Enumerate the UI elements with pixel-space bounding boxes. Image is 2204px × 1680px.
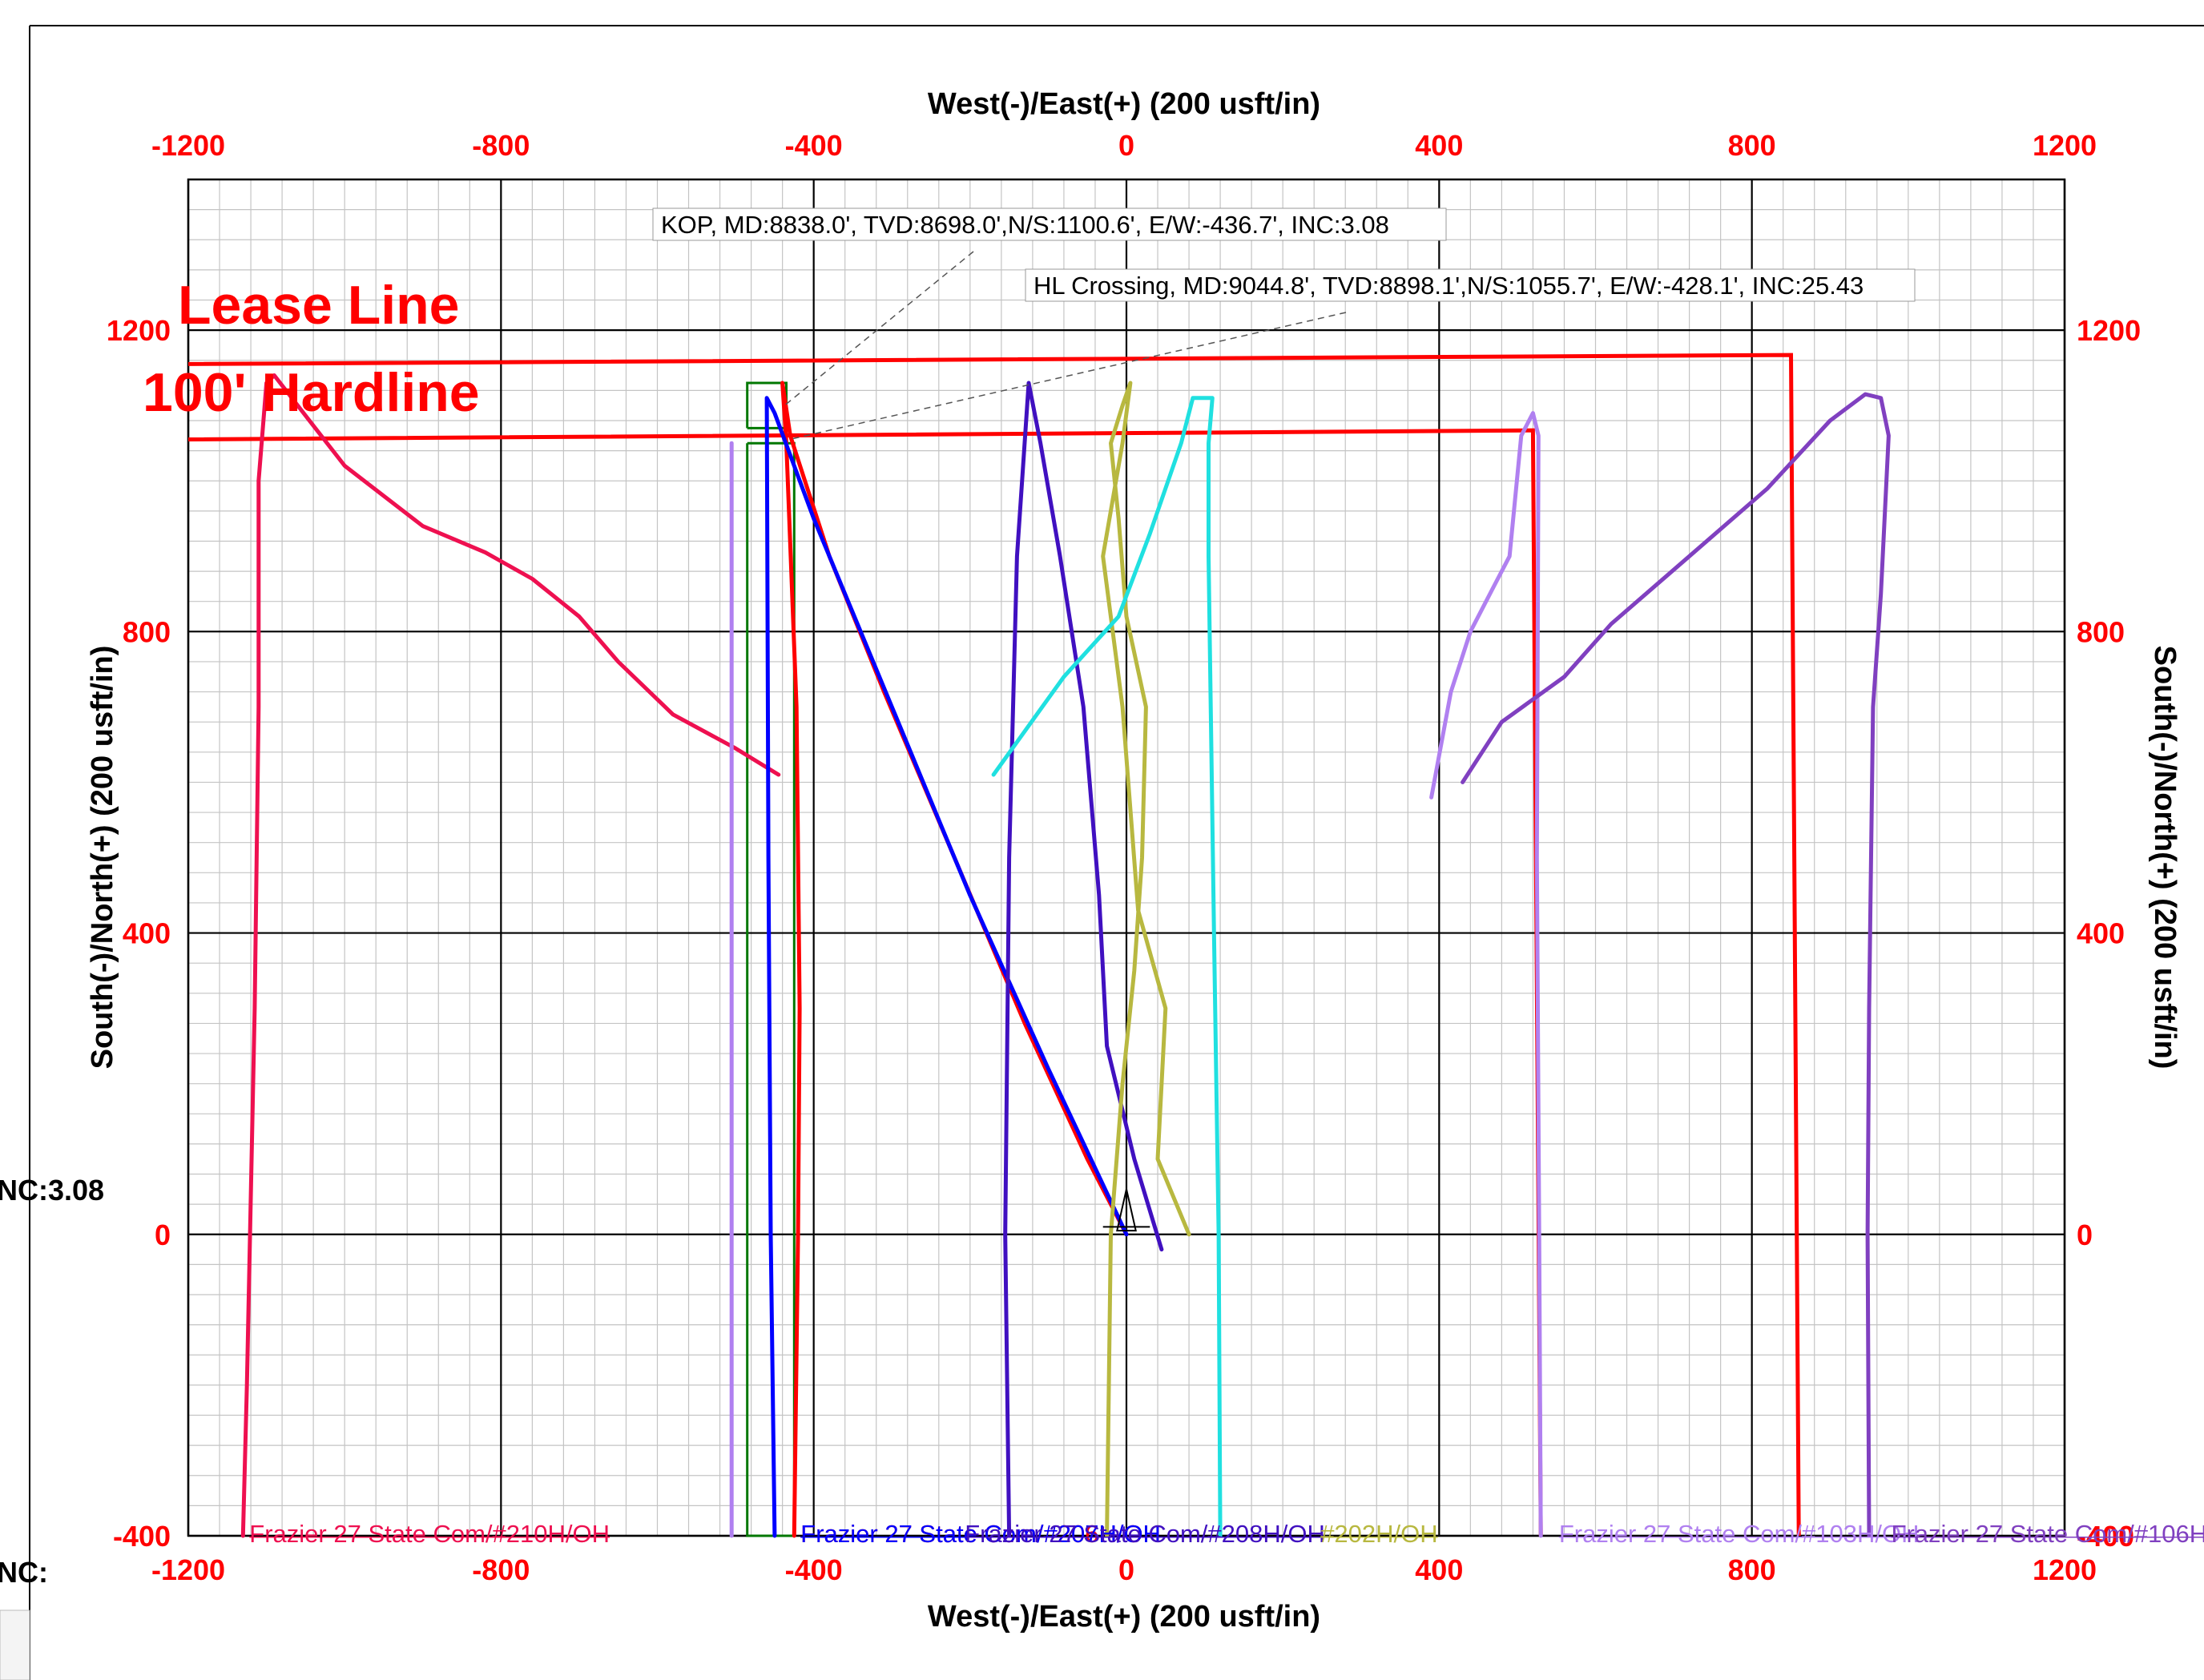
- series-line-4: [1101, 381, 1191, 1538]
- well-label: Frazier 27 State Com/#210H/OH: [249, 1520, 610, 1548]
- series-line-5: [991, 396, 1223, 1538]
- well-label: Frazier 27 State Com/#207H/OH: [800, 1520, 1161, 1548]
- x-tick-label-top: -1200: [151, 129, 225, 162]
- lease-line-label: Lease Line: [178, 275, 460, 336]
- series-line-8: [1461, 392, 1891, 1538]
- kop-callout-box: [652, 207, 1447, 241]
- y-tick-label-right: 800: [2077, 615, 2125, 648]
- hl-crossing-callout-box: [1025, 268, 1916, 302]
- kop-callout-leader: [784, 251, 974, 406]
- tick-labels: -1200 -1200 -800 -800 -400 -400 0 0 400 400 800 800…: [107, 129, 2141, 1586]
- x-tick-label-bottom: 1200: [2033, 1553, 2097, 1586]
- lease-line: [187, 353, 1801, 1537]
- plot-frame: [187, 178, 2066, 1537]
- y-axis-title-right: South(-)/North(+) (200 usft/in): [2148, 646, 2182, 1070]
- x-tick-label-bottom: -800: [472, 1553, 530, 1586]
- edge-inc-text-bottom: NC:: [0, 1556, 48, 1589]
- well-label: Frazier 27 State Com/#103H/OH: [1559, 1520, 1920, 1548]
- y-axis-title-left: South(-)/North(+) (200 usft/in): [86, 646, 119, 1070]
- series-line-0: [240, 373, 781, 1538]
- well-label: Frazier 27 State Com/#106H/OH: [1892, 1520, 2204, 1548]
- x-axis-title-top: West(-)/East(+) (200 usft/in): [928, 87, 1320, 121]
- hardline-label: 100' Hardline: [143, 362, 480, 423]
- well-label: Frazier 27 State Com/#208H/OH: [965, 1520, 1325, 1548]
- y-tick-label-left: 0: [155, 1219, 171, 1251]
- target-box: [746, 381, 788, 429]
- y-tick-label-right: 1200: [2077, 314, 2141, 347]
- surface-location-marker: [1116, 1189, 1137, 1232]
- kop-callout-text: KOP, MD:8838.0', TVD:8698.0',N/S:1100.6'…: [661, 211, 1389, 239]
- y-tick-label-right: 400: [2077, 917, 2125, 950]
- x-tick-label-top: 800: [1728, 129, 1776, 162]
- wellbore-series: [240, 373, 1891, 1538]
- x-tick-label-bottom: 400: [1415, 1553, 1463, 1586]
- x-tick-label-top: 400: [1415, 129, 1463, 162]
- axes: [187, 178, 2066, 1537]
- y-tick-label-left: 800: [123, 615, 171, 648]
- y-tick-label-left: -400: [113, 1520, 171, 1553]
- well-labels: Frazier 27 State Com/#210H/OH Frazier 27 …: [249, 1520, 2204, 1548]
- well-label: #202H/OH: [1320, 1520, 1437, 1548]
- x-tick-label-top: -400: [785, 129, 843, 162]
- x-tick-label-bottom: -1200: [151, 1553, 225, 1586]
- x-tick-label-top: 1200: [2033, 129, 2097, 162]
- y-tick-label-left: 400: [123, 917, 171, 950]
- series-line-7: [1429, 411, 1543, 1538]
- hl-crossing-callout-text: HL Crossing, MD:9044.8', TVD:8898.1',N/S…: [1034, 272, 1864, 300]
- x-axis-title-bottom: West(-)/East(+) (200 usft/in): [928, 1600, 1320, 1634]
- hl-crossing-callout-leader: [792, 312, 1347, 440]
- x-tick-label-bottom: -400: [785, 1553, 843, 1586]
- y-tick-label-left: 1200: [107, 314, 171, 347]
- y-tick-label-right: -400: [2077, 1520, 2134, 1553]
- x-tick-label-bottom: 0: [1118, 1553, 1134, 1586]
- callouts: KOP, MD:8838.0', TVD:8698.0',N/S:1100.6'…: [652, 207, 1916, 440]
- y-tick-label-right: 0: [2077, 1219, 2093, 1251]
- x-tick-label-top: 0: [1118, 129, 1134, 162]
- series-line-3: [1003, 381, 1164, 1538]
- well-label: Frazier 27 State Com/#206H/OH: [800, 1520, 1161, 1548]
- x-tick-label-bottom: 800: [1728, 1553, 1776, 1586]
- series-line-1: [780, 381, 1129, 1538]
- edge-inc-text: NC:3.08: [0, 1174, 104, 1207]
- x-tick-label-top: -800: [472, 129, 530, 162]
